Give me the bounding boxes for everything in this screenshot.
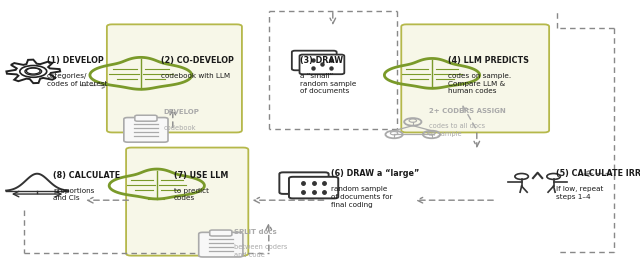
Text: SPLIT docs: SPLIT docs	[234, 229, 276, 235]
FancyBboxPatch shape	[401, 24, 549, 132]
Text: (1) DEVELOP: (1) DEVELOP	[47, 56, 104, 65]
FancyBboxPatch shape	[198, 232, 243, 257]
Text: codebook with LLM: codebook with LLM	[161, 73, 230, 79]
Text: codes to all docs
in sample: codes to all docs in sample	[429, 123, 485, 137]
Text: a “small”
random sample
of documents: a “small” random sample of documents	[300, 73, 356, 94]
Text: to predict
codes: to predict codes	[174, 188, 209, 201]
Text: (8) CALCULATE: (8) CALCULATE	[53, 171, 120, 180]
FancyBboxPatch shape	[289, 177, 339, 198]
Text: proportions
and CIs: proportions and CIs	[53, 188, 95, 201]
Text: categories/
codes of interest: categories/ codes of interest	[47, 73, 108, 87]
FancyBboxPatch shape	[292, 51, 337, 70]
Text: codebook: codebook	[163, 125, 196, 130]
Text: codes on sample.
Compare LLM &
human codes: codes on sample. Compare LLM & human cod…	[448, 73, 511, 94]
FancyBboxPatch shape	[124, 118, 168, 142]
Text: random sample
of documents for
final coding: random sample of documents for final cod…	[331, 186, 392, 208]
FancyBboxPatch shape	[300, 55, 344, 74]
Text: 2+ CODERS ASSIGN: 2+ CODERS ASSIGN	[429, 108, 506, 114]
Text: DEVELOP: DEVELOP	[163, 109, 199, 115]
Text: (2) CO-DEVELOP: (2) CO-DEVELOP	[161, 56, 234, 65]
Text: If low, repeat
steps 1–4: If low, repeat steps 1–4	[556, 186, 603, 200]
Text: (7) USE LLM: (7) USE LLM	[174, 171, 228, 180]
Text: (3) DRAW: (3) DRAW	[300, 56, 342, 65]
Text: between coders
and code: between coders and code	[234, 244, 287, 258]
Text: (4) LLM PREDICTS: (4) LLM PREDICTS	[448, 56, 529, 65]
FancyBboxPatch shape	[126, 148, 248, 256]
FancyBboxPatch shape	[107, 24, 242, 132]
FancyBboxPatch shape	[280, 172, 329, 194]
Text: (5) CALCULATE IRR: (5) CALCULATE IRR	[556, 169, 640, 178]
FancyBboxPatch shape	[135, 115, 157, 121]
Text: (6) DRAW a “large”: (6) DRAW a “large”	[331, 169, 419, 178]
FancyBboxPatch shape	[210, 230, 232, 236]
